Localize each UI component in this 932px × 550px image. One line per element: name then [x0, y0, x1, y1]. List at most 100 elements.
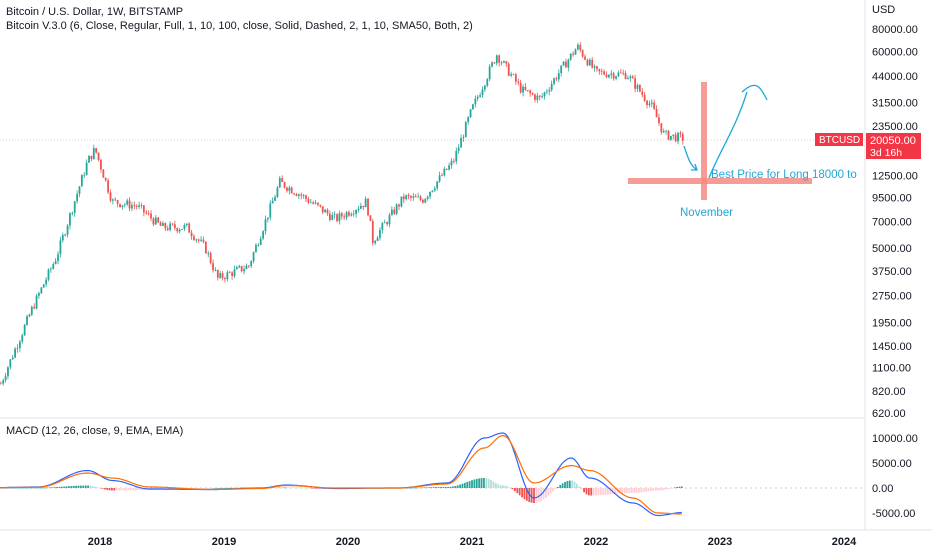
candle-body [677, 132, 679, 142]
macd-hist-bar [609, 488, 612, 495]
macd-hist-bar [72, 485, 75, 488]
candle-body [348, 212, 350, 216]
vertical-marker[interactable] [701, 82, 707, 200]
macd-hist-bar [206, 488, 209, 489]
candle-body [576, 44, 579, 50]
macd-hist-bar [602, 488, 605, 495]
macd-hist-bar [463, 482, 466, 488]
candle-body [619, 72, 622, 74]
macd-hist-bar [564, 482, 566, 488]
candle-body [429, 191, 431, 197]
up-arrow-drawing[interactable] [708, 84, 768, 179]
macd-hist-bar [647, 488, 650, 492]
candle-body [288, 187, 291, 191]
macd-hist-bar [552, 488, 554, 492]
candle-body [417, 196, 420, 198]
candle-body [481, 89, 484, 96]
macd-hist-bar [568, 480, 571, 488]
candle-body [18, 341, 21, 349]
macd-hist-bar [108, 488, 111, 491]
macd-hist-bar [578, 486, 581, 488]
candle-body [131, 205, 133, 209]
candle-body [40, 287, 43, 294]
candle-body [255, 244, 257, 253]
price-tick-label: 1100.00 [872, 363, 911, 375]
countdown-text: 3d 16h [870, 147, 902, 159]
candle-body [200, 239, 203, 241]
macd-hist-bar [573, 481, 576, 488]
candle-body [438, 175, 441, 182]
macd-hist-bar [628, 488, 631, 494]
candle-body [300, 194, 303, 196]
candle-body [483, 85, 486, 90]
macd-hist-bar [313, 488, 316, 489]
candle-body [369, 215, 372, 221]
candle-body [190, 232, 193, 237]
candle-body [38, 293, 40, 296]
macd-hist-bar [292, 487, 295, 489]
horizontal-marker[interactable] [628, 178, 812, 184]
macd-hist-bar [485, 478, 488, 488]
macd-hist-bar [652, 488, 655, 491]
candle-body [457, 147, 460, 151]
candle-body [665, 130, 668, 132]
macd-hist-bar [661, 488, 664, 491]
macd-hist-bar [289, 487, 292, 489]
macd-hist-bar [549, 488, 552, 494]
macd-hist-bar [25, 487, 27, 489]
candle-body [359, 205, 362, 209]
macd-hist-bar [535, 488, 538, 503]
candle-body [52, 263, 55, 269]
candle-body [85, 162, 88, 175]
price-tick-label: 12500.00 [872, 171, 918, 183]
candle-body [188, 223, 191, 233]
macd-hist-bar [542, 488, 545, 500]
symbol-badge-text: BTCUSD [819, 135, 860, 146]
indicator-legend[interactable]: Bitcoin V.3.0 (6, Close, Regular, Full, … [6, 20, 473, 32]
down-arrow-drawing[interactable] [683, 145, 698, 171]
candle-body [319, 204, 322, 207]
candle-body [362, 205, 365, 208]
candle-body [395, 204, 398, 214]
candle-body [97, 152, 100, 160]
macd-hist-bar [211, 487, 213, 489]
macd-hist-bar [621, 488, 624, 494]
macd-legend[interactable]: MACD (12, 26, close, 9, EMA, EMA) [6, 425, 184, 437]
candle-body [147, 213, 150, 215]
macd-hist-bar [530, 488, 533, 503]
candle-body [95, 148, 98, 153]
symbol-title[interactable]: Bitcoin / U.S. Dollar, 1W, BITSTAMP [6, 6, 184, 18]
candle-body [476, 96, 479, 99]
candle-body [388, 214, 391, 225]
macd-hist-bar [20, 487, 23, 489]
macd-hist-bar [213, 487, 216, 489]
candle-body [4, 376, 7, 381]
candle-body [467, 117, 470, 123]
macd-hist-bar [142, 488, 144, 491]
candle-body [100, 159, 102, 170]
macd-hist-bar [29, 487, 32, 489]
candles [0, 42, 684, 386]
candle-body [142, 205, 145, 213]
candle-body [591, 59, 594, 68]
macd-hist-bar [308, 487, 311, 489]
macd-hist-bar [623, 488, 626, 494]
candle-body [266, 217, 269, 220]
macd-hist-bar [478, 478, 481, 488]
macd-hist-bar [590, 488, 593, 496]
macd-hist-bar [576, 483, 578, 488]
macd-hist-bar [492, 481, 495, 488]
candle-body [562, 61, 565, 66]
candle-body [338, 213, 341, 222]
macd-hist-bar [580, 488, 583, 490]
candle-body [0, 383, 2, 385]
candle-body [648, 103, 651, 106]
candle-body [660, 123, 663, 133]
macd-hist-bar [454, 485, 457, 488]
macd-hist-bar [115, 488, 118, 491]
candle-body [679, 132, 682, 135]
macd-hist-bar [134, 488, 137, 491]
candle-body [195, 239, 198, 241]
candle-body [653, 102, 656, 110]
